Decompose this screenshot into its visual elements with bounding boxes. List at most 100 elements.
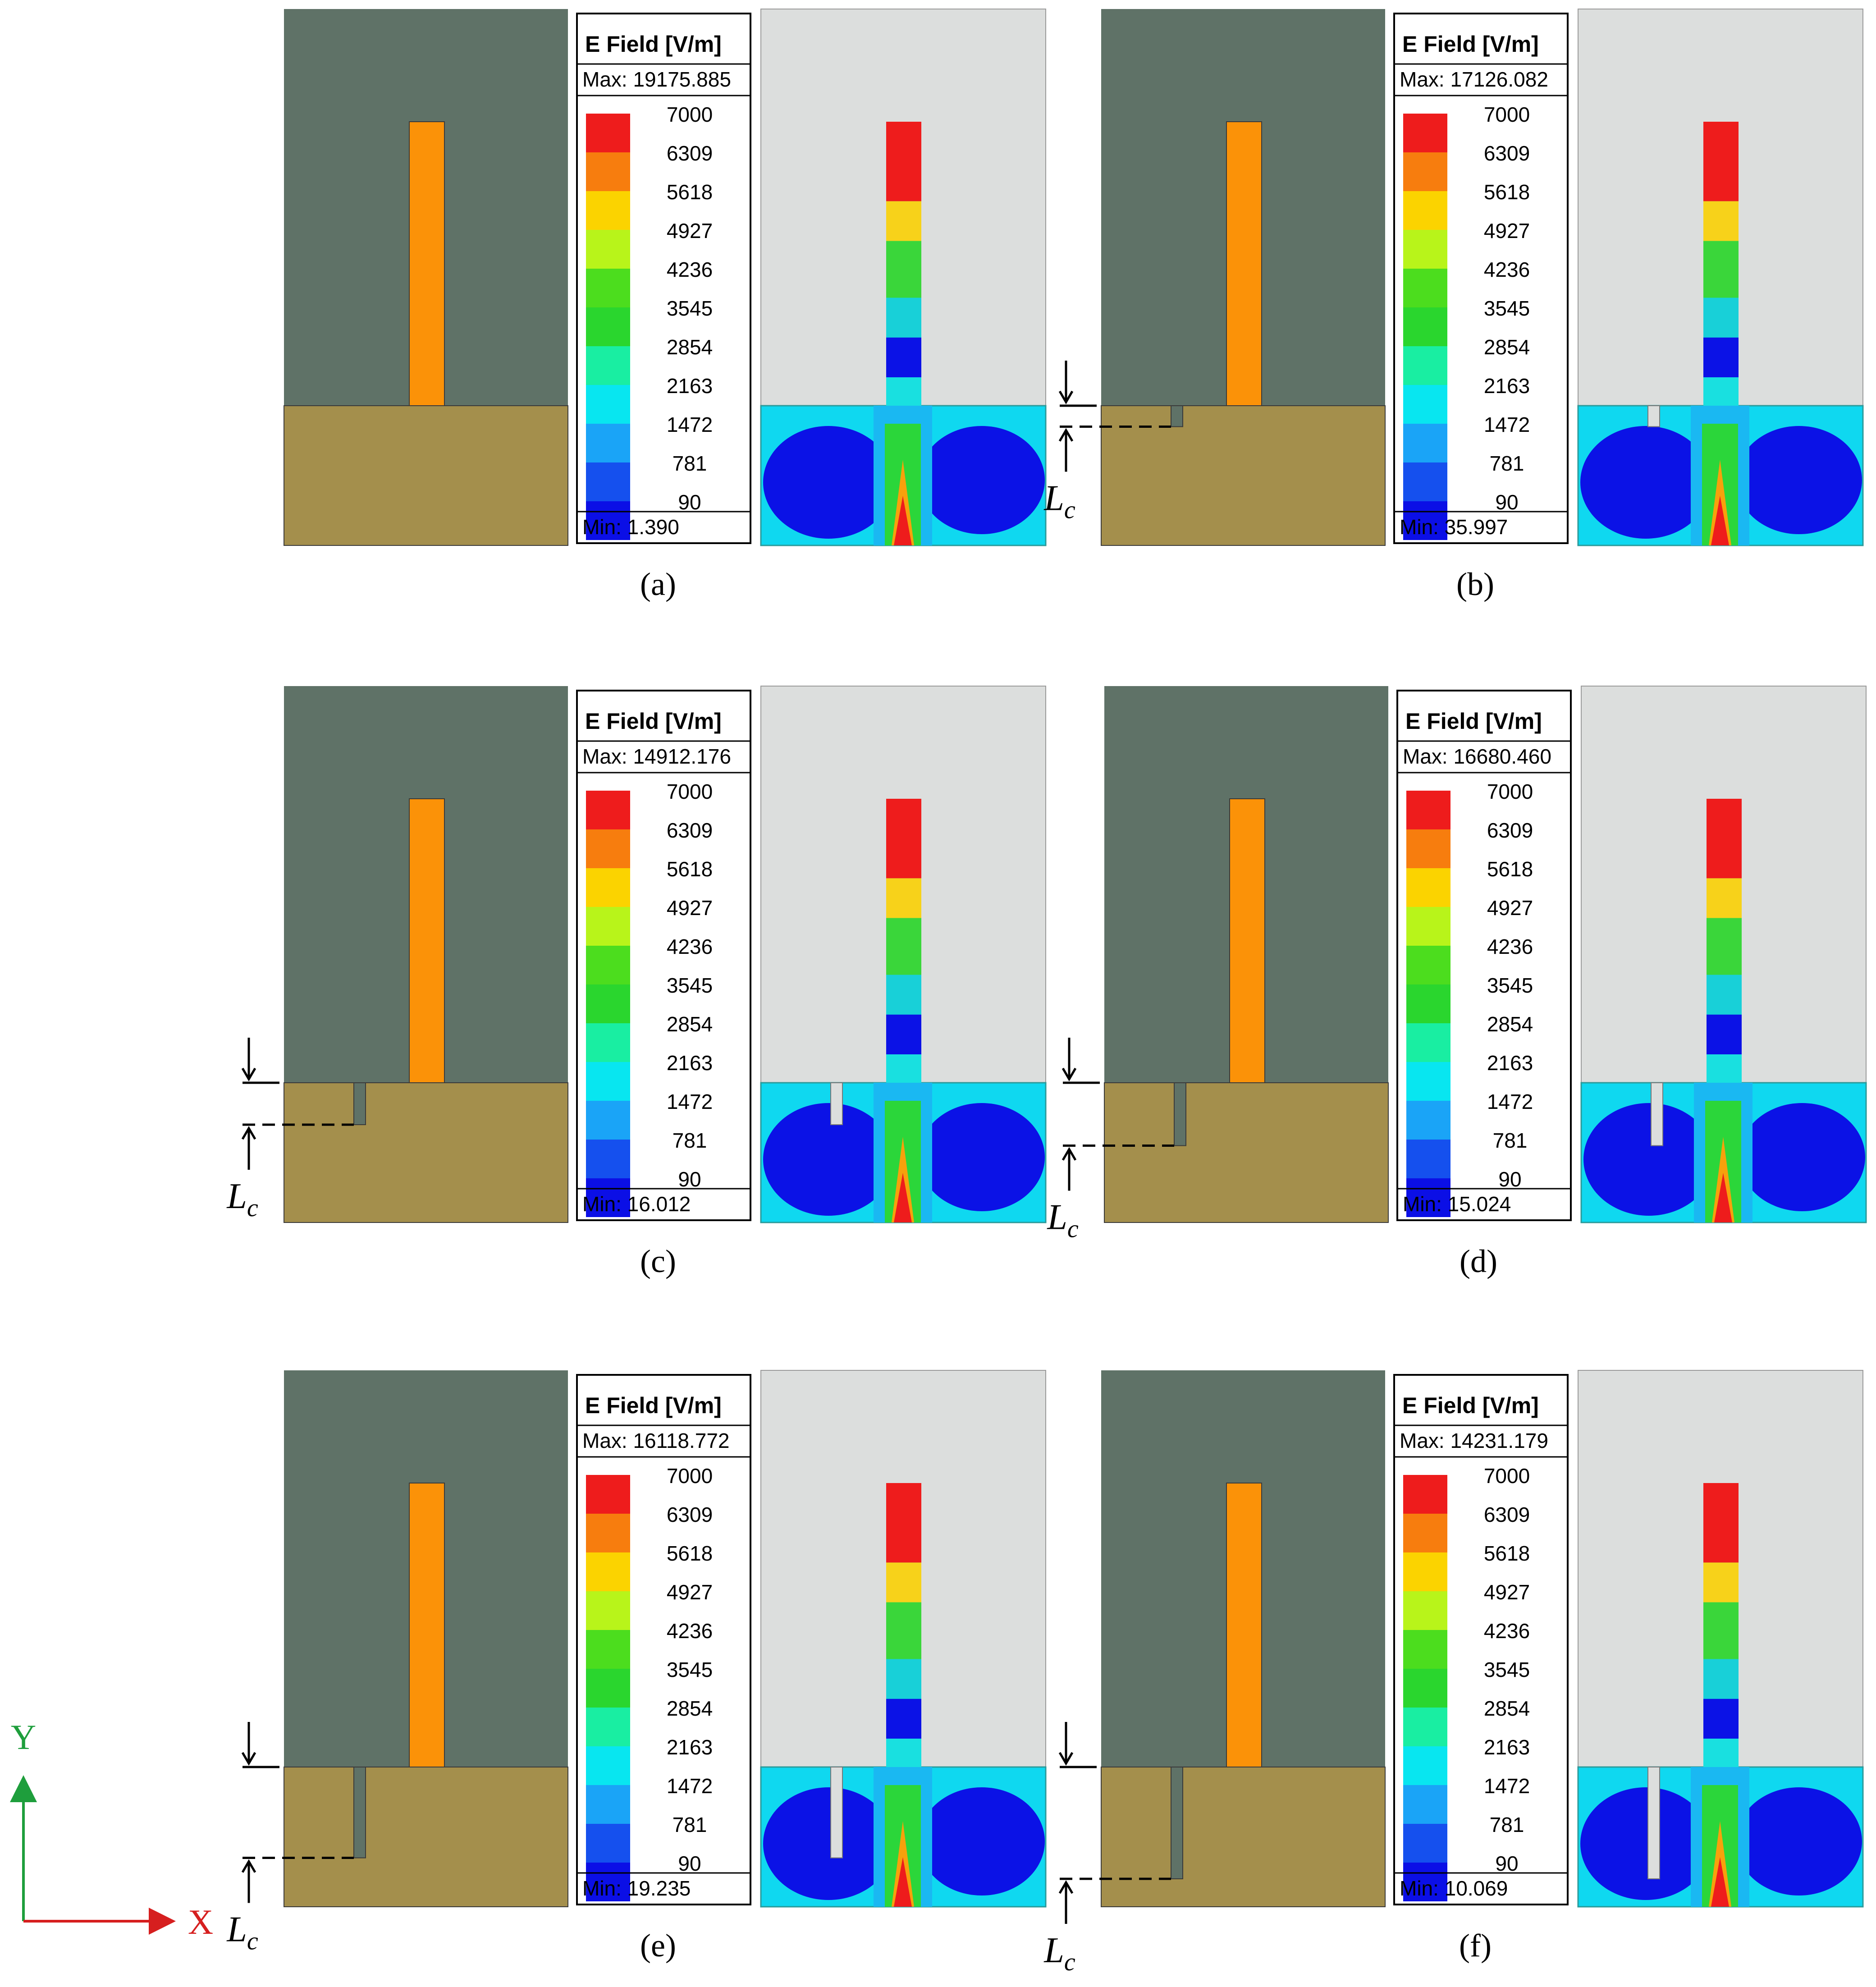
length-label-subscript: c [247, 1927, 258, 1955]
scale-swatch [586, 462, 630, 501]
scale-swatch [586, 152, 630, 191]
scale-swatch [1406, 1178, 1450, 1217]
field-low-lobe-right [919, 1103, 1045, 1211]
field-low-lobe-left [1580, 1787, 1711, 1900]
scale-swatch [1403, 307, 1447, 346]
panel-caption: (b) [1456, 566, 1494, 602]
substrate-region [1101, 405, 1386, 546]
field-cut-slot [1647, 405, 1660, 427]
scale-swatch [1406, 791, 1450, 829]
panels-layer: E Field [V/m] Max: 19175.885 7000 6309 5618 4… [226, 9, 1867, 1976]
scale-value: 2163 [1484, 1735, 1530, 1759]
scale-value: 2163 [667, 1051, 713, 1075]
scale-value: 7000 [1484, 103, 1530, 126]
legend-max: Max: 19175.885 [582, 68, 731, 91]
scale-value: 4236 [1484, 1619, 1530, 1643]
scale-swatch [1403, 1863, 1447, 1901]
field-electrode-upper [886, 878, 921, 918]
scale-value: 5618 [667, 180, 713, 204]
field-electrode-min [1703, 1699, 1739, 1739]
scale-value: 3545 [667, 1658, 713, 1681]
cut-slot [1174, 1082, 1186, 1146]
scale-value: 2854 [667, 335, 713, 359]
scale-value: 4927 [667, 896, 713, 920]
scale-swatch [586, 385, 630, 424]
scale-value: 4927 [667, 1580, 713, 1604]
dimension-arrowhead-down [241, 1067, 256, 1081]
legend-title: E Field [V/m] [1405, 709, 1542, 734]
field-electrode-low [886, 975, 921, 1015]
length-label-subscript: c [1064, 1948, 1075, 1976]
scale-value: 4927 [1484, 219, 1530, 243]
legend-title: E Field [V/m] [1402, 32, 1539, 57]
dimension-arrowhead-down [1058, 1752, 1074, 1766]
length-label-subscript: c [247, 1194, 258, 1222]
dimension-arrowhead-up [1058, 428, 1074, 442]
field-electrode-min [886, 1014, 921, 1054]
field-low-lobe-left [763, 426, 894, 539]
field-low-lobe-right [919, 426, 1045, 534]
field-electrode-low [1703, 1659, 1739, 1699]
scale-value: 781 [1490, 1813, 1524, 1836]
field-electrode-high [886, 799, 921, 879]
scale-value: 7000 [1487, 780, 1533, 803]
scale-swatch [586, 1140, 630, 1178]
field-electrode-mid [1703, 1602, 1739, 1659]
field-low-lobe-right [1739, 1103, 1865, 1211]
length-label: Lc [1043, 479, 1075, 524]
scale-swatch [586, 114, 630, 152]
field-electrode-upper [1707, 878, 1742, 918]
scale-value: 3545 [1484, 297, 1530, 320]
scale-swatch [586, 269, 630, 307]
scale-value: 4236 [1484, 258, 1530, 281]
panel-caption: (e) [640, 1927, 676, 1964]
scale-swatch [1406, 868, 1450, 907]
electrode-strip [1226, 121, 1262, 406]
scale-swatch [1403, 462, 1447, 501]
field-electrode-min [886, 337, 921, 377]
dimension-arrowhead-up [1058, 1880, 1074, 1894]
dimension-arrowhead-down [241, 1752, 256, 1766]
scale-value: 5618 [1484, 180, 1530, 204]
scale-swatch [586, 1062, 630, 1101]
substrate-region [1101, 1767, 1386, 1907]
substrate-region [1104, 1082, 1389, 1223]
field-electrode-min [1707, 1014, 1742, 1054]
scale-value: 3545 [1487, 974, 1533, 997]
field-electrode-high [1703, 1483, 1739, 1563]
legend-max: Max: 14231.179 [1400, 1429, 1548, 1452]
scale-value: 90 [678, 1167, 701, 1191]
scale-swatch [586, 1101, 630, 1140]
scale-value: 1472 [1487, 1090, 1533, 1113]
scale-swatch [586, 946, 630, 984]
field-electrode-upper [1703, 1562, 1739, 1602]
panel-e: Lc E Field [V/m] Max: 16118.772 7000 6309 561… [226, 1370, 1047, 1964]
scale-swatch [586, 791, 630, 829]
scale-value: 6309 [667, 819, 713, 842]
scale-swatch [1403, 424, 1447, 462]
field-electrode-low [886, 298, 921, 338]
field-low-lobe-right [919, 1787, 1045, 1895]
scale-swatch [586, 1514, 630, 1552]
scale-value: 781 [1490, 452, 1524, 475]
scale-swatch [1403, 346, 1447, 385]
scale-swatch [586, 907, 630, 946]
length-label: Lc [1047, 1198, 1079, 1243]
scale-swatch [1403, 385, 1447, 424]
scale-swatch [586, 829, 630, 868]
x-axis-label: X [188, 1902, 213, 1941]
field-core-max [894, 1173, 912, 1222]
length-label: Lc [226, 1177, 258, 1222]
panel-caption: (a) [640, 566, 676, 602]
field-electrode-high [1703, 122, 1739, 201]
scale-swatch [586, 230, 630, 269]
scale-value: 2854 [667, 1697, 713, 1720]
length-label: Lc [226, 1910, 258, 1955]
scale-value: 2854 [667, 1012, 713, 1036]
panel-b: Lc E Field [V/m] Max: 17126.082 7000 6309 561… [1043, 9, 1864, 602]
substrate-region [284, 405, 568, 546]
field-electrode-min [886, 1699, 921, 1739]
scale-swatch [586, 1023, 630, 1062]
field-substrate [760, 405, 1047, 546]
